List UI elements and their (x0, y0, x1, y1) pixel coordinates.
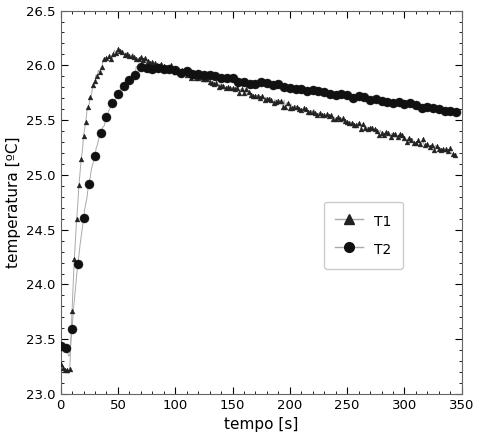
X-axis label: tempo [s]: tempo [s] (224, 417, 299, 432)
Legend: T1, T2: T1, T2 (324, 201, 403, 269)
Y-axis label: temperatura [ºC]: temperatura [ºC] (6, 137, 21, 268)
